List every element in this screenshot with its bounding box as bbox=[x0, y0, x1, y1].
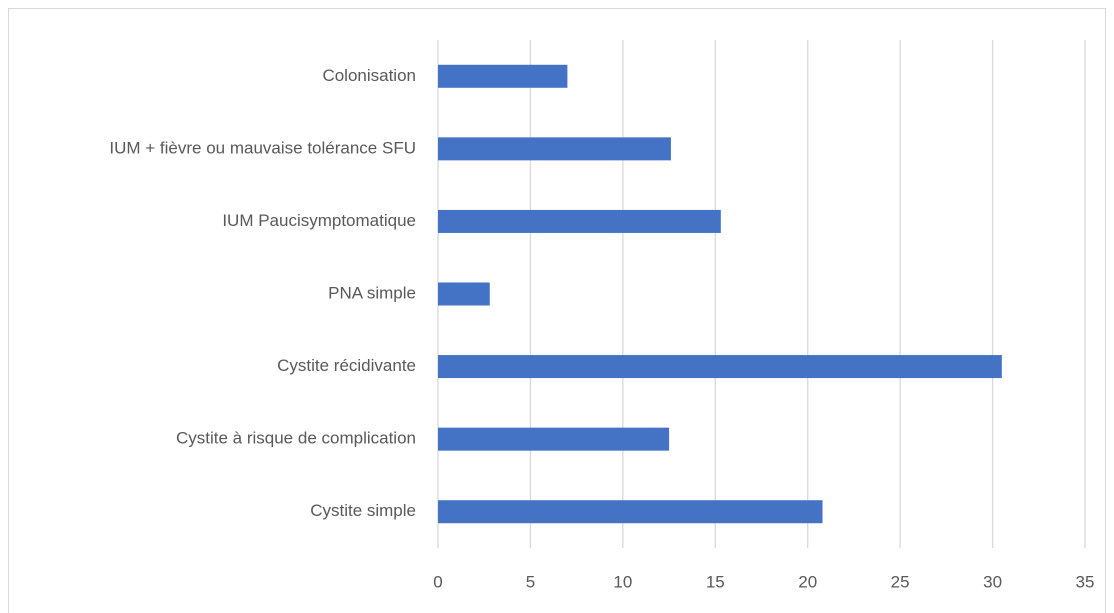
x-tick-label: 15 bbox=[706, 572, 725, 591]
bar bbox=[438, 64, 568, 88]
bar bbox=[438, 209, 721, 233]
bar bbox=[438, 137, 671, 161]
bar bbox=[438, 500, 823, 524]
bar bbox=[438, 427, 670, 451]
y-tick-label: Colonisation bbox=[322, 66, 416, 85]
bar bbox=[438, 282, 490, 306]
x-tick-label: 25 bbox=[891, 572, 910, 591]
x-tick-label: 35 bbox=[1076, 572, 1095, 591]
bar bbox=[438, 355, 1002, 379]
chart-border bbox=[8, 8, 1106, 613]
y-tick-label: Cystite simple bbox=[310, 501, 416, 520]
x-tick-label: 10 bbox=[613, 572, 632, 591]
y-tick-label: Cystite récidivante bbox=[277, 356, 416, 375]
x-tick-label: 20 bbox=[798, 572, 817, 591]
y-tick-label: Cystite à risque de complication bbox=[176, 429, 416, 448]
y-tick-label: IUM + fièvre ou mauvaise tolérance SFU bbox=[109, 138, 416, 157]
x-tick-label: 0 bbox=[433, 572, 442, 591]
y-tick-label: IUM Paucisymptomatique bbox=[222, 211, 416, 230]
x-tick-label: 30 bbox=[983, 572, 1002, 591]
x-tick-label: 5 bbox=[526, 572, 535, 591]
y-tick-label: PNA simple bbox=[328, 283, 416, 302]
